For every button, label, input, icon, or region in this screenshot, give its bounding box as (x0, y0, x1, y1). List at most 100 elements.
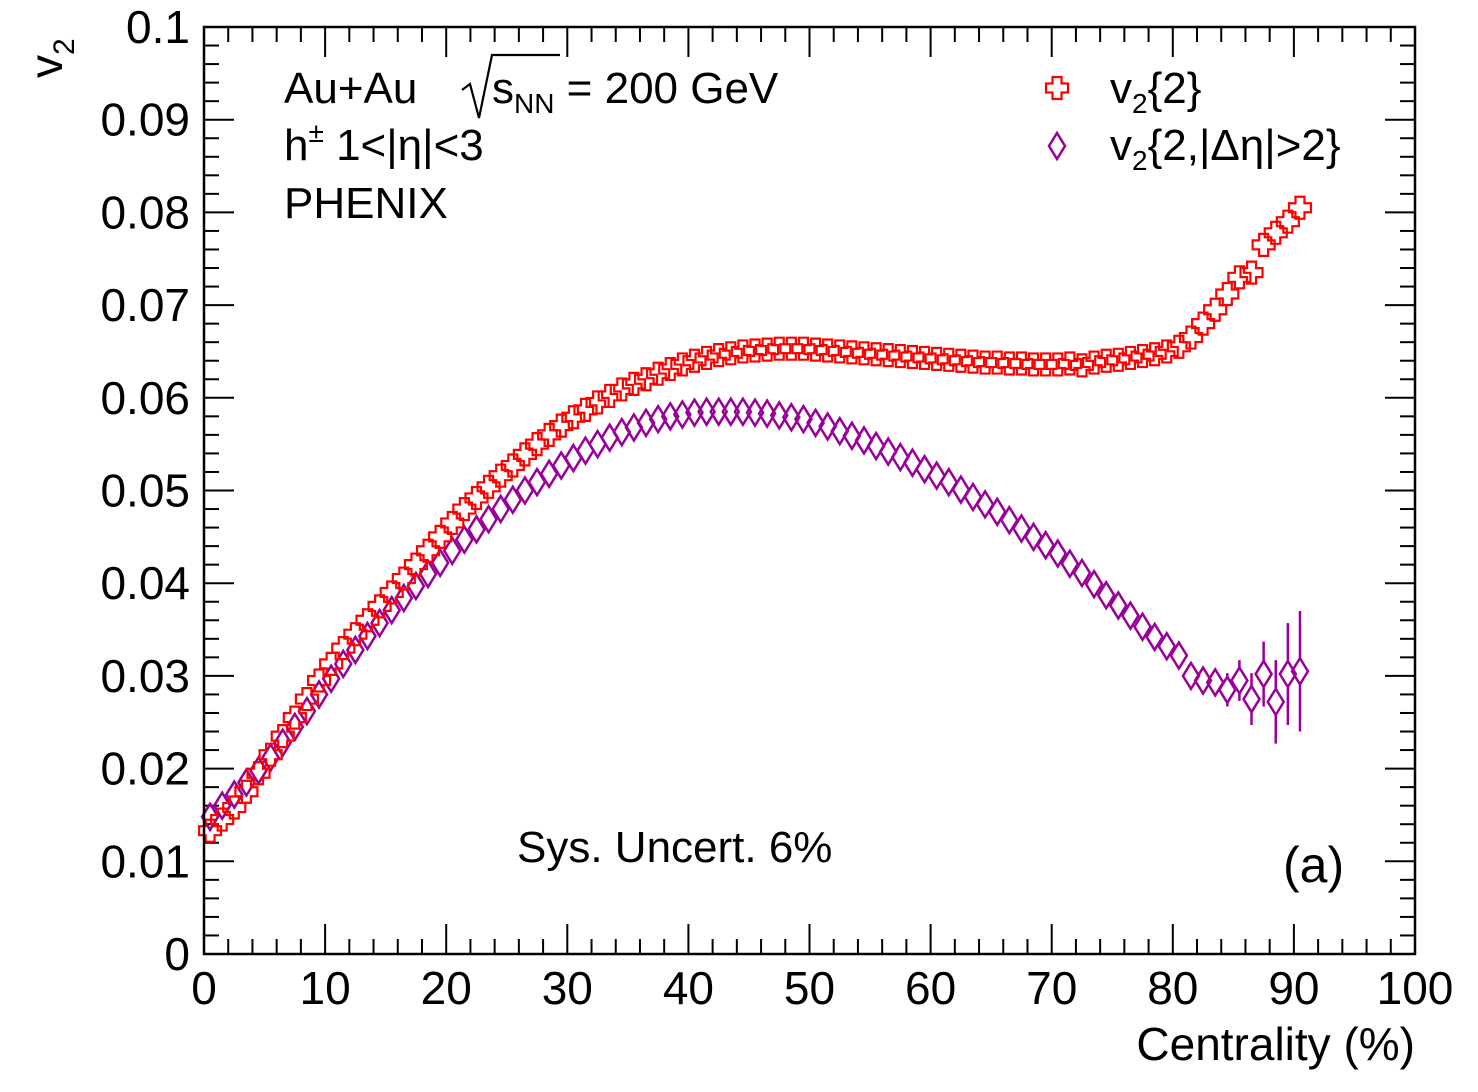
data-point-cross (512, 442, 538, 467)
series-v2-2 (197, 195, 1313, 843)
eta-range: 1<|η|<3 (324, 121, 484, 170)
data-point-cross (1251, 232, 1276, 257)
data-point-diamond (394, 582, 414, 614)
data-point-diamond (830, 415, 850, 447)
data-point-diamond (1157, 630, 1177, 662)
data-point-cross (1069, 353, 1095, 378)
annotation-collision-prefix: Au+Au (284, 64, 417, 113)
data-point-cross (1275, 209, 1300, 234)
data-point-diamond (1229, 665, 1249, 696)
data-point-diamond (987, 496, 1007, 528)
data-point-cross (294, 686, 320, 712)
data-point-cross (428, 524, 453, 549)
data-point-diamond (769, 400, 789, 431)
x-tick-label: 60 (905, 962, 956, 1014)
data-point-cross (440, 510, 465, 536)
data-point-diamond (963, 481, 983, 513)
data-point-diamond (212, 790, 232, 822)
data-point-diamond (1072, 557, 1092, 589)
legend: v2{2} v2{2,|Δη|>2} (1044, 64, 1341, 176)
data-point-cross (355, 608, 380, 633)
y-tick-label: 0 (164, 928, 190, 980)
y-axis-title-main: v (20, 55, 72, 78)
y-tick-label: 0.01 (100, 835, 190, 887)
legend-label-v2-2-deta: v2{2,|Δη|>2} (1110, 121, 1341, 176)
data-point-cross (1106, 347, 1131, 372)
axis-tick-labels: 0 10 20 30 40 50 60 70 80 90 100 0 0.01 0.02 0.03 0.04 0… (100, 1, 1453, 1014)
panel-label: (a) (1283, 837, 1344, 893)
data-point-cross (367, 594, 392, 619)
data-point-cross (585, 390, 610, 415)
x-tick-label: 80 (1147, 962, 1198, 1014)
y-tick-label: 0.03 (100, 650, 190, 702)
legend-label-v2-2-deta-rest: {2,|Δη|>2} (1148, 121, 1341, 170)
y-axis-title-sub: 2 (48, 38, 81, 55)
y-tick-label: 0.04 (100, 557, 190, 609)
data-point-diamond (1181, 660, 1201, 692)
x-tick-label: 50 (784, 962, 835, 1014)
data-point-diamond (224, 779, 244, 810)
data-point-cross (319, 651, 344, 676)
legend-label-v2-2-deta-sub: 2 (1132, 145, 1148, 176)
data-point-cross (258, 742, 283, 767)
data-point-diamond (951, 474, 971, 505)
data-point-cross (331, 635, 356, 661)
particle-charge: ± (308, 117, 323, 148)
data-point-diamond (261, 742, 281, 773)
data-point-cross (282, 705, 307, 730)
data-point-cross (1142, 342, 1167, 367)
data-point-diamond (915, 453, 935, 485)
data-point-diamond (745, 397, 765, 429)
data-point-diamond (491, 493, 511, 525)
data-point-cross (1057, 351, 1082, 376)
legend-label-v2-2-main: v (1110, 64, 1132, 113)
y-tick-label: 0.02 (100, 743, 190, 795)
x-tick-label: 90 (1268, 962, 1319, 1014)
particle-symbol: h (284, 121, 308, 170)
data-point-diamond (1024, 521, 1044, 553)
annotation-experiment: PHENIX (284, 179, 448, 228)
data-point-diamond (1242, 683, 1261, 715)
svg-text:v2: v2 (20, 38, 81, 78)
legend-label-v2-2-rest: {2} (1148, 64, 1202, 113)
y-tick-label: 0.1 (126, 1, 190, 53)
data-point-cross (197, 818, 223, 843)
data-point-cross (1118, 345, 1143, 371)
x-tick-label: 40 (663, 962, 714, 1014)
data-point-cross (246, 761, 271, 786)
data-point-diamond (1205, 667, 1225, 698)
annotation-systematic: Sys. Uncert. 6% (517, 823, 832, 872)
data-point-diamond (842, 420, 862, 452)
data-point-cross (1154, 339, 1179, 364)
plot-frame (202, 25, 1417, 956)
data-point-diamond (878, 436, 898, 467)
data-point-diamond (1036, 529, 1056, 561)
x-tick-label: 10 (300, 962, 351, 1014)
data-point-cross (561, 405, 586, 430)
legend-label-v2-2-sub: 2 (1132, 88, 1148, 119)
data-point-diamond (793, 403, 813, 435)
annotation-particle: h± 1<|η|<3 (284, 117, 484, 170)
data-point-cross (1190, 311, 1216, 336)
x-axis-title: Centrality (%) (1136, 1018, 1415, 1070)
data-point-cross (1130, 343, 1155, 369)
data-point-cross (210, 807, 235, 832)
data-point-cross (658, 356, 683, 382)
data-point-cross (415, 538, 441, 563)
data-point-cross (464, 485, 489, 511)
data-point-cross (1287, 195, 1313, 220)
data-point-diamond (1120, 600, 1140, 632)
data-point-cross (500, 453, 525, 478)
x-tick-label: 70 (1026, 962, 1077, 1014)
data-point-cross (633, 367, 659, 392)
sqrt-s-sub: NN (514, 88, 554, 119)
data-point-diamond (479, 503, 499, 535)
data-point-diamond (1048, 538, 1068, 569)
data-point-cross (1227, 265, 1252, 290)
data-point-cross (1263, 220, 1288, 245)
data-point-cross (343, 622, 368, 647)
data-point-diamond (406, 570, 426, 602)
data-point-cross (488, 463, 513, 488)
data-point-diamond (1084, 568, 1104, 600)
